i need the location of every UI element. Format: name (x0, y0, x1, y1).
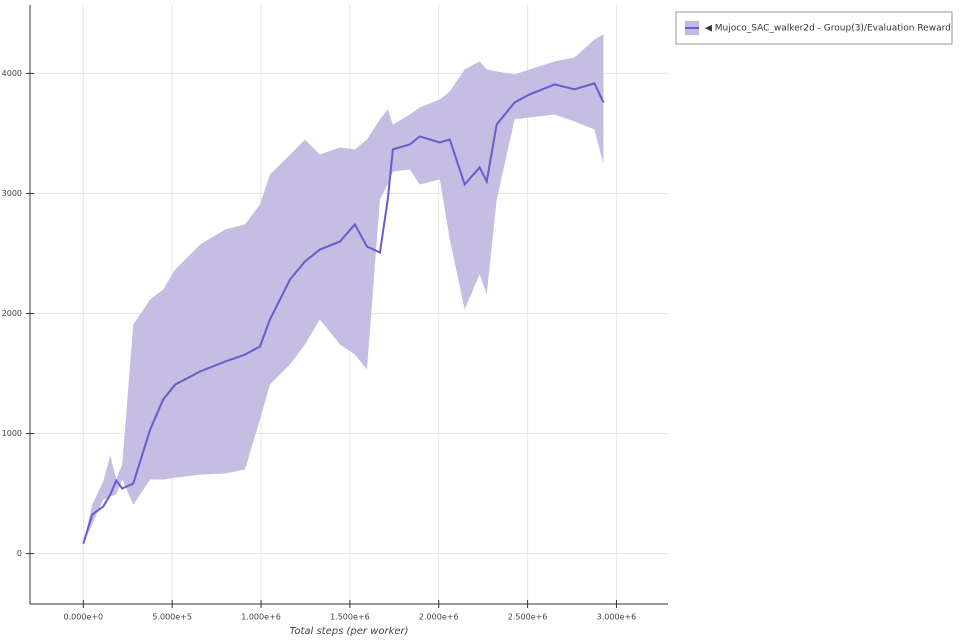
x-tick-label: 0.000e+0 (64, 613, 104, 622)
y-tick-label: 1000 (2, 429, 22, 438)
legend-box (675, 11, 953, 45)
y-tick-label: 3000 (2, 189, 22, 198)
x-tick-label: 5.000e+5 (152, 613, 192, 622)
y-tick-label: 4000 (2, 69, 22, 78)
y-tick-label: 2000 (2, 309, 22, 318)
y-tick-label: 0 (17, 549, 22, 558)
band (83, 34, 604, 544)
x-axis-label: Total steps (per worker) (289, 626, 408, 637)
line (82, 82, 605, 544)
legend-label: ◀ Mujoco_SAC_walker2d - Group(3)/Evaluat… (705, 24, 951, 34)
x-tick-label: 3.000e+6 (597, 613, 637, 622)
x-tick-label: 2.000e+6 (419, 613, 459, 622)
x-tick-label: 1.000e+6 (241, 613, 281, 622)
x-tick-label: 1.500e+6 (330, 613, 370, 622)
x-tick-label: 2.500e+6 (508, 613, 548, 622)
